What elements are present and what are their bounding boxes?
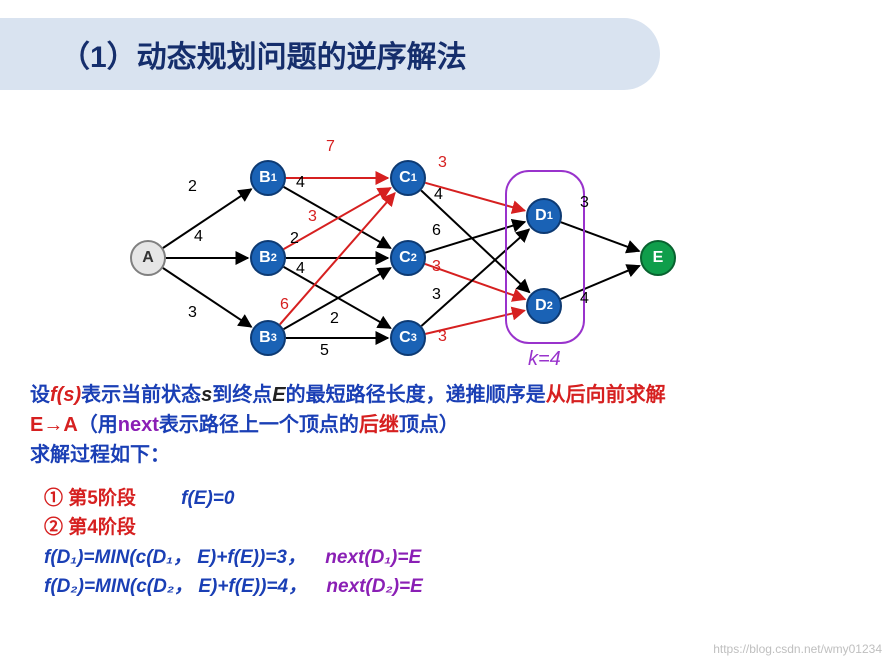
edge-weight: 6 <box>280 296 289 314</box>
node-B2: B2 <box>250 240 286 276</box>
edge-weight: 5 <box>320 342 329 360</box>
edge <box>284 188 391 249</box>
edge-weight: 7 <box>326 138 335 156</box>
node-D2: D2 <box>526 288 562 324</box>
edge-weight: 4 <box>296 260 305 278</box>
edge-weight: 3 <box>580 194 589 212</box>
node-C2: C2 <box>390 240 426 276</box>
node-C3: C3 <box>390 320 426 356</box>
para-2: E→A（用next表示路径上一个顶点的后继顶点） <box>30 410 860 440</box>
edge-weight: 4 <box>580 290 589 308</box>
page-title: （1）动态规划问题的逆序解法 <box>60 32 620 76</box>
edge-weight: 3 <box>432 286 441 304</box>
edge-weight: 3 <box>438 328 447 346</box>
node-B3: B3 <box>250 320 286 356</box>
edge <box>163 189 251 248</box>
edge-weight: 3 <box>432 258 441 276</box>
stage-5: ① 第5阶段 f(E)=0 <box>44 484 860 513</box>
graph-edges <box>130 110 730 380</box>
stage-4-d2: f(D₂)=MIN(c(D₂， E)+f(E))=4， next(D₂)=E <box>44 572 860 601</box>
stage-4-d1: f(D₁)=MIN(c(D₁， E)+f(E))=3， next(D₁)=E <box>44 543 860 572</box>
watermark: https://blog.csdn.net/wmy01234 <box>713 642 882 656</box>
edge-weight: 6 <box>432 222 441 240</box>
edge-weight: 2 <box>188 178 197 196</box>
k-label: k=4 <box>528 348 561 371</box>
edge <box>163 268 251 327</box>
explanation: 设f(s)表示当前状态s到终点E的最短路径长度，递推顺序是从后向前求解 E→A（… <box>0 380 890 602</box>
title-bar: （1）动态规划问题的逆序解法 <box>0 18 660 90</box>
graph: k=4 2437432462534633334AB1B2B3C1C2C3D1D2… <box>130 110 730 380</box>
node-E: E <box>640 240 676 276</box>
para-1: 设f(s)表示当前状态s到终点E的最短路径长度，递推顺序是从后向前求解 <box>30 380 860 410</box>
node-B1: B1 <box>250 160 286 196</box>
edge-weight: 2 <box>330 310 339 328</box>
edge-weight: 3 <box>438 154 447 172</box>
edge-weight: 2 <box>290 230 299 248</box>
node-A: A <box>130 240 166 276</box>
edge-weight: 3 <box>188 304 197 322</box>
steps: ① 第5阶段 f(E)=0 ② 第4阶段 f(D₁)=MIN(c(D₁， E)+… <box>30 484 860 602</box>
node-D1: D1 <box>526 198 562 234</box>
edge-weight: 3 <box>308 208 317 226</box>
stage-4-label: ② 第4阶段 <box>44 513 860 542</box>
edge-weight: 4 <box>296 174 305 192</box>
edge <box>284 187 391 248</box>
edge-weight: 4 <box>194 228 203 246</box>
edge <box>280 193 395 324</box>
para-3: 求解过程如下： <box>30 440 860 470</box>
node-C1: C1 <box>390 160 426 196</box>
edge-weight: 4 <box>434 186 443 204</box>
